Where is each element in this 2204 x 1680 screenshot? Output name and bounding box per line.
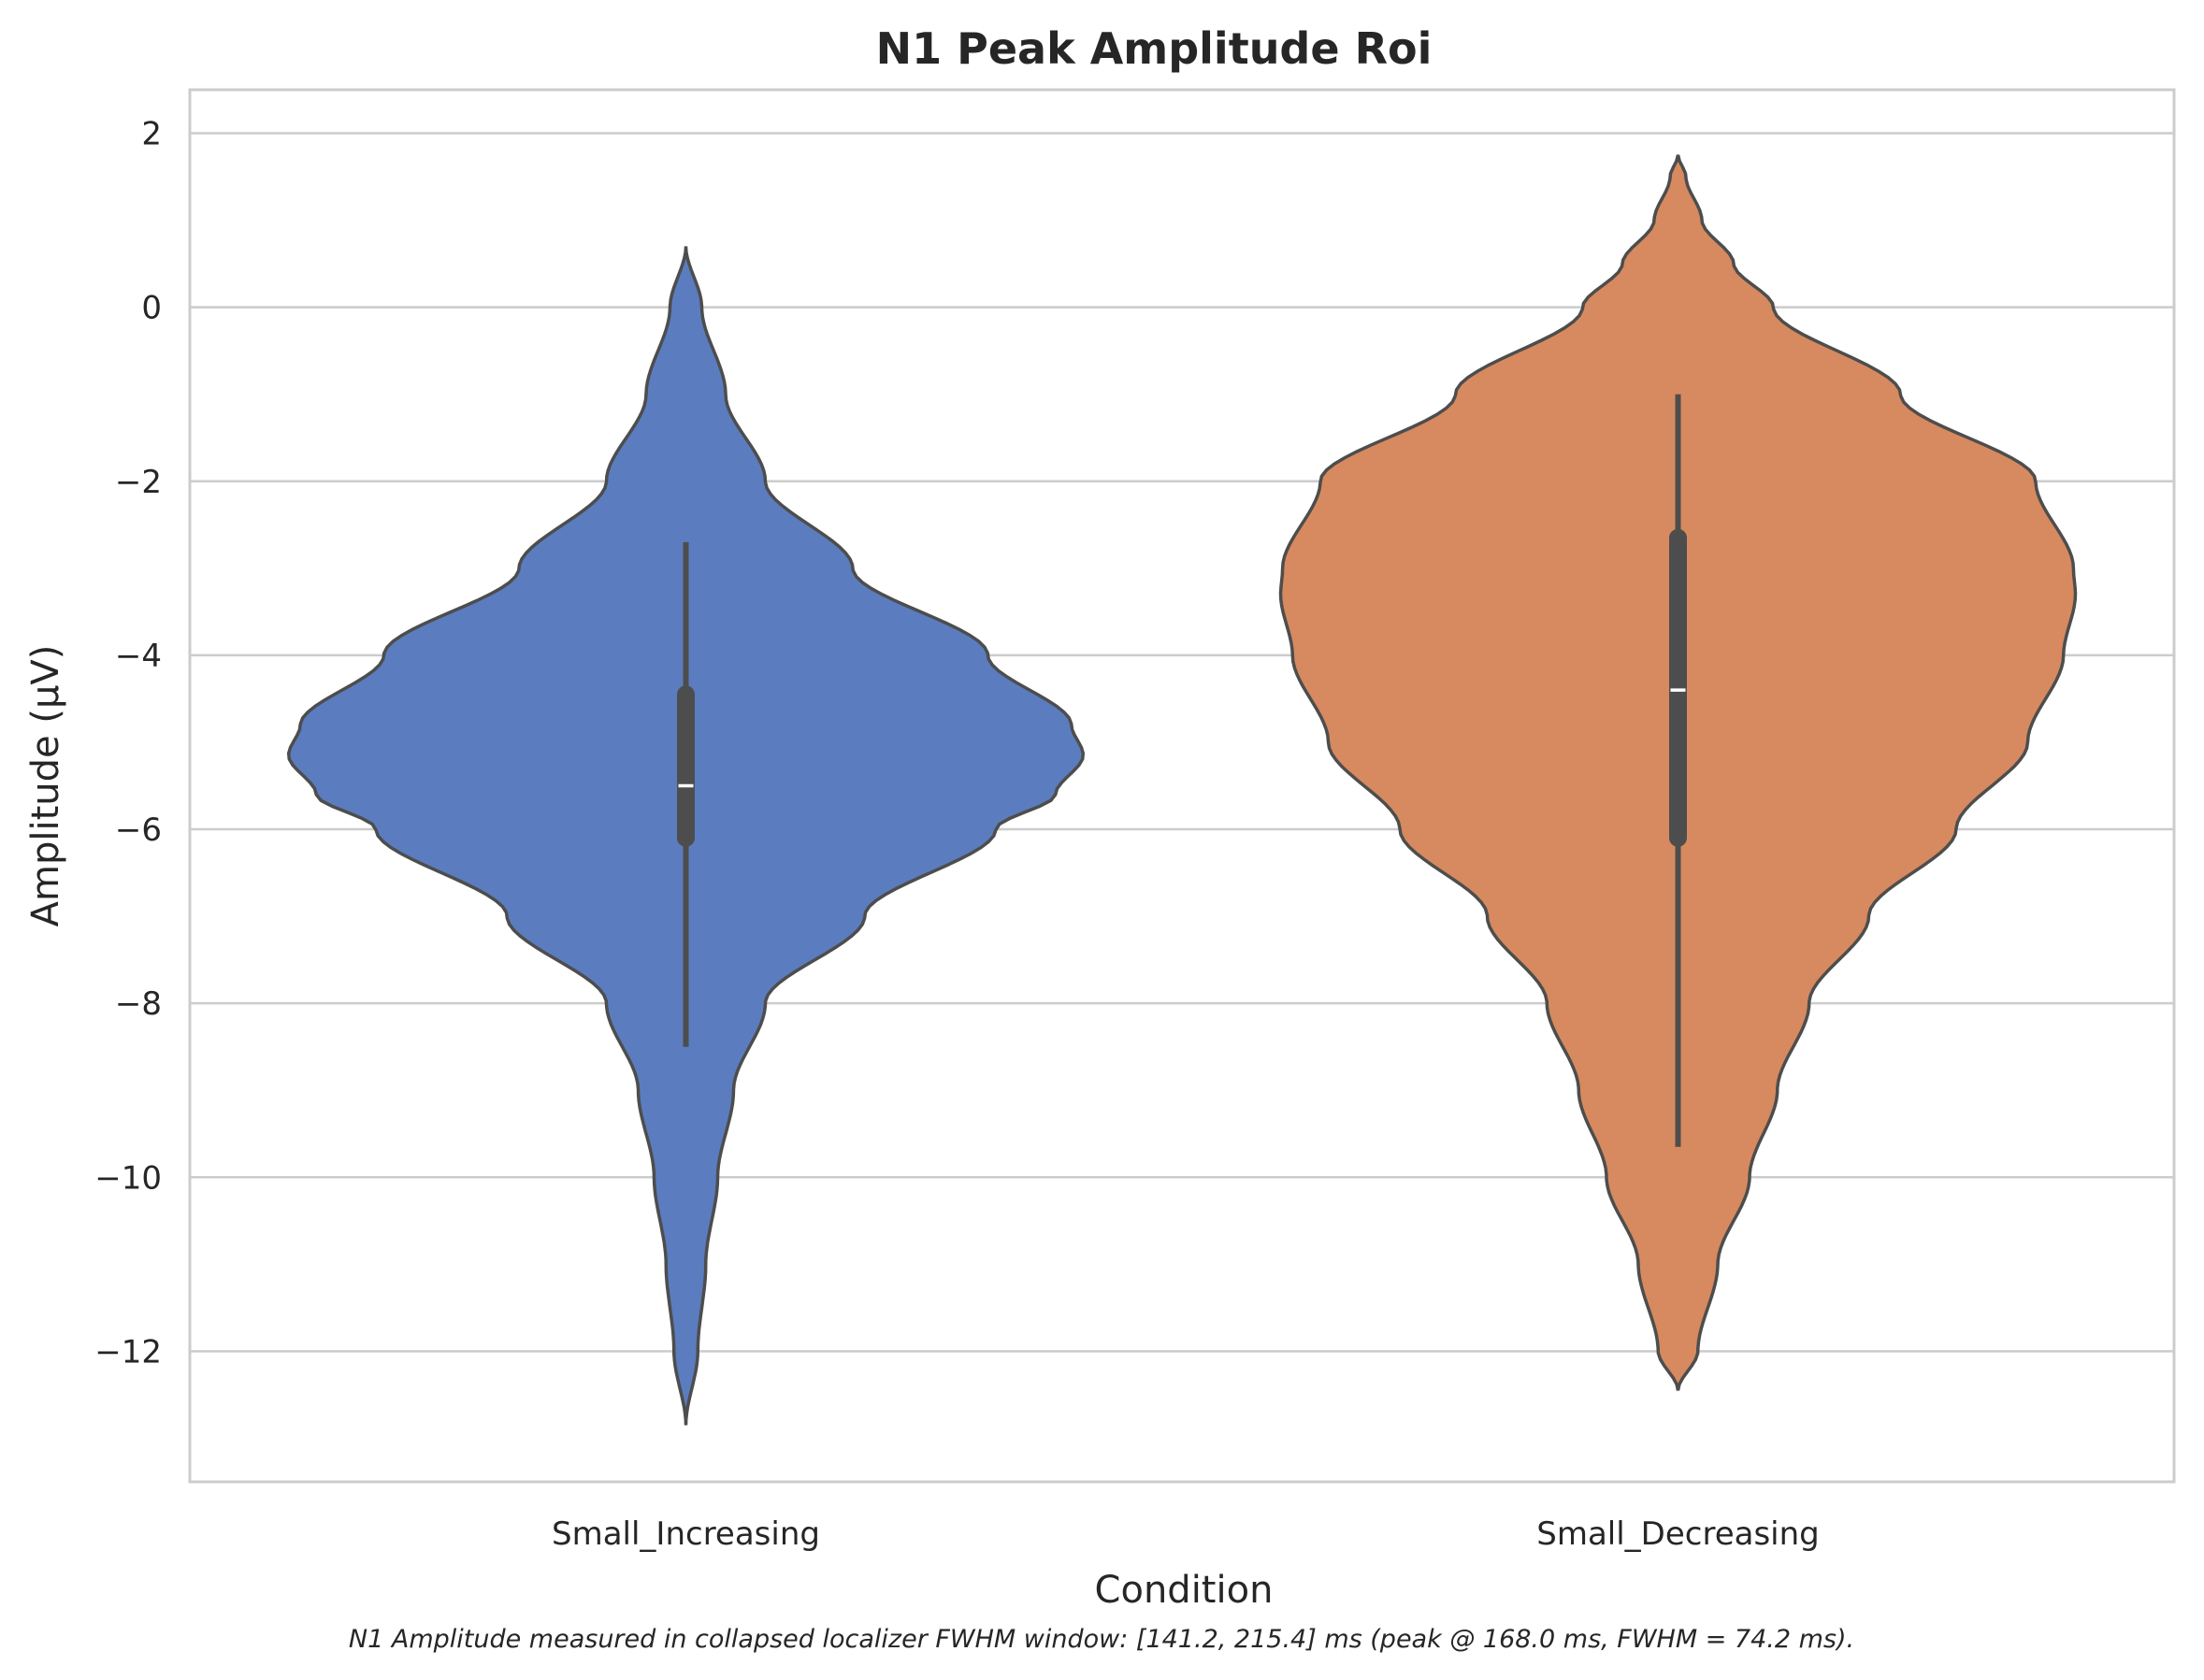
y-axis-label: Amplitude (µV) — [24, 645, 67, 927]
y-tick-label: −10 — [94, 1159, 162, 1197]
y-tick-label: −8 — [115, 985, 162, 1023]
x-axis-label: Condition — [1095, 1569, 1274, 1612]
y-tick-label: −4 — [115, 638, 162, 675]
y-tick-label: −6 — [115, 811, 162, 849]
chart-caption: N1 Amplitude measured in collapsed local… — [349, 1625, 1854, 1654]
y-tick-label: −12 — [94, 1333, 162, 1371]
violin-layer — [286, 154, 2078, 1426]
y-tick-label: 0 — [141, 290, 162, 327]
x-tick-label: Small_Decreasing — [1536, 1515, 1820, 1553]
y-tick-labels: 2 0 −2 −4 −6 −8 −10 −12 — [94, 116, 162, 1371]
plot-frame — [188, 88, 2176, 1484]
x-tick-label: Small_Increasing — [552, 1515, 820, 1553]
chart-title: N1 Peak Amplitude Roi — [876, 23, 1433, 74]
y-tick-label: −2 — [115, 464, 162, 501]
y-tick-label: 2 — [141, 116, 162, 153]
x-tick-labels: Small_Increasing Small_Decreasing — [552, 1515, 1820, 1553]
